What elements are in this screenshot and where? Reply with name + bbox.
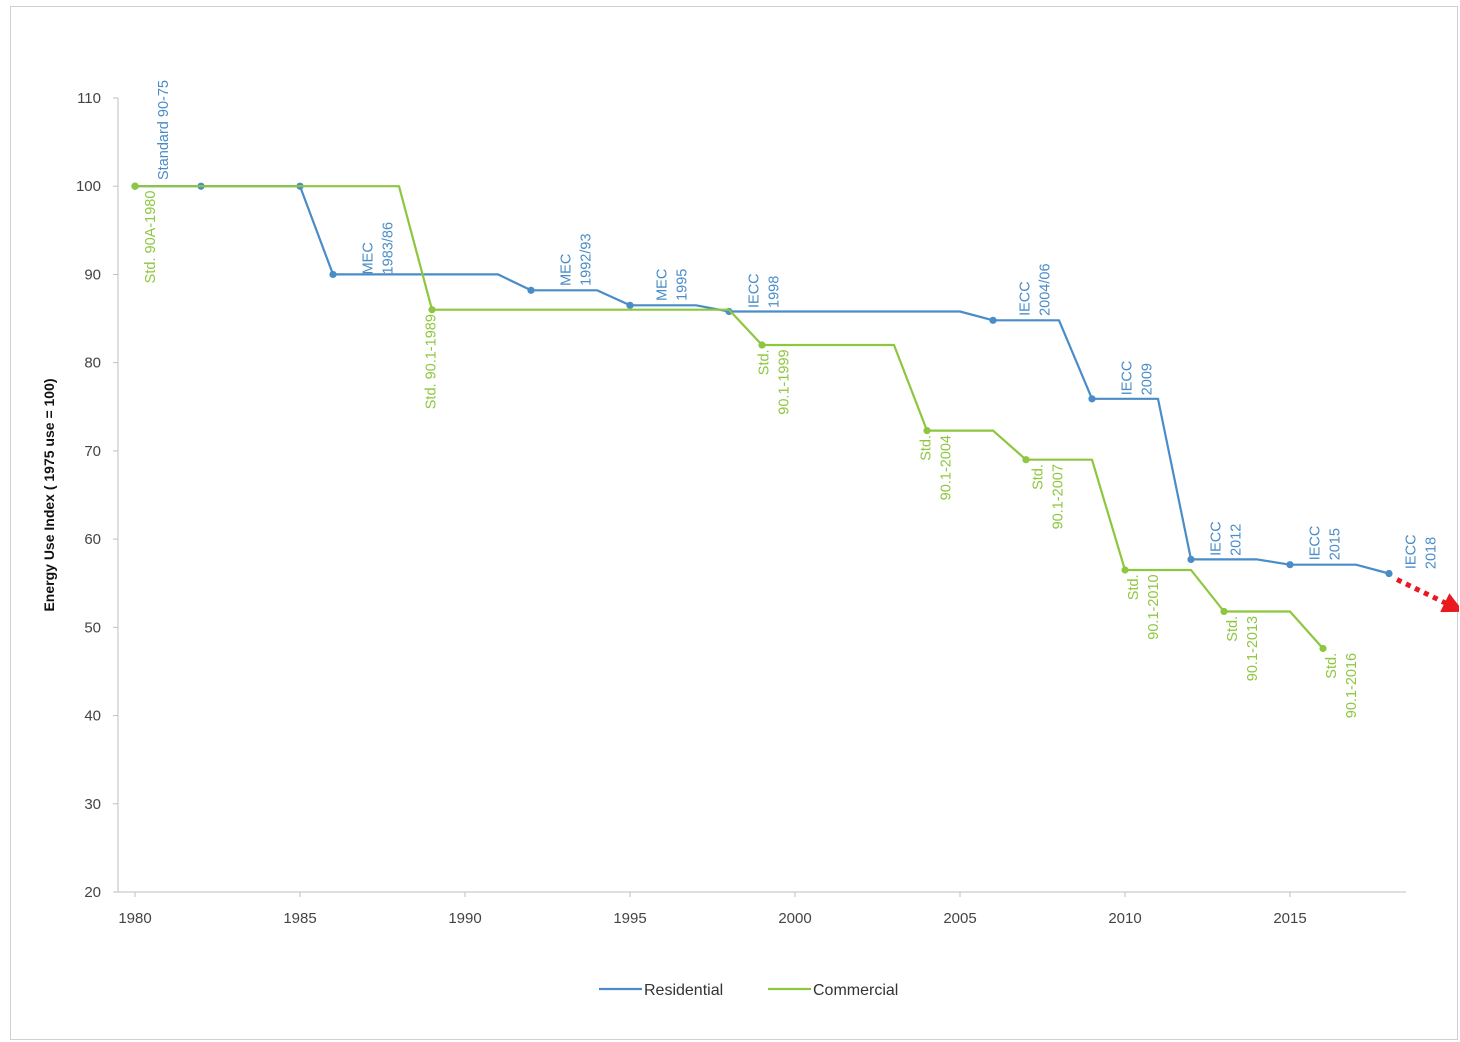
annotation-residential: IECC 2018 xyxy=(1403,534,1439,569)
y-tick-label: 100 xyxy=(76,178,101,195)
annotation-line: 90.1-2010 xyxy=(1146,574,1162,639)
series-point-commercial xyxy=(1022,456,1030,464)
series-point-commercial xyxy=(923,426,931,435)
legend-label-residential: Residential xyxy=(644,982,723,999)
x-tick-label: 1980 xyxy=(118,910,151,927)
legend-label-commercial: Commercial xyxy=(813,982,898,999)
y-axis-title: Energy Use Index ( 1975 use = 100) xyxy=(41,378,57,611)
annotation-line: 2012 xyxy=(1229,524,1245,556)
annotation-line: 2009 xyxy=(1140,363,1156,395)
x-tick-label: 2010 xyxy=(1108,910,1141,927)
series-point-commercial xyxy=(1121,566,1129,574)
y-tick-label: 20 xyxy=(84,884,101,901)
y-tick-label: 30 xyxy=(84,796,101,813)
series-line-residential xyxy=(135,185,1390,575)
annotation-line: 90.1-2004 xyxy=(938,435,954,500)
series-point-commercial xyxy=(1220,607,1228,616)
trend-arrow xyxy=(1395,577,1459,613)
annotation-line: MEC xyxy=(361,242,377,274)
annotation-residential: IECC 2009 xyxy=(1120,361,1156,396)
series-point-commercial xyxy=(758,341,766,349)
annotation-commercial: Std. 90.1-2016 xyxy=(1324,653,1360,718)
y-tick-label: 90 xyxy=(84,266,101,283)
annotation-line: Std. 90A-1980 xyxy=(143,191,159,284)
series-point-commercial xyxy=(1319,644,1327,653)
y-tick-label: 40 xyxy=(84,708,101,725)
series-point-residential xyxy=(1286,561,1294,569)
annotation-line: 1998 xyxy=(767,276,783,308)
annotation-line: Std. xyxy=(1031,464,1047,490)
annotation-line: 2015 xyxy=(1328,528,1344,560)
annotation-commercial: Std. 90.1-1999 xyxy=(757,349,793,414)
series-point-commercial xyxy=(131,182,139,190)
annotation-residential: MEC 1983/86 xyxy=(361,222,397,274)
series-point-commercial xyxy=(428,306,436,314)
series-line-commercial xyxy=(135,185,1324,650)
annotation-line: 1995 xyxy=(674,269,690,301)
annotation-commercial: Std. 90.1-2007 xyxy=(1031,464,1067,529)
annotation-line: IECC xyxy=(747,273,763,308)
annotation-residential: Standard 90-75 xyxy=(156,80,172,180)
annotation-commercial: Std. 90A-1980 xyxy=(143,191,159,284)
annotation-commercial: Std. 90.1-1989 xyxy=(423,314,439,409)
energy-use-chart: 20 30 40 50 60 70 80 90 100 110 1980 1985 1990 1995 20… xyxy=(41,80,1459,999)
annotation-line: 90.1-1999 xyxy=(777,349,793,414)
annotation-line: IECC xyxy=(1120,361,1136,396)
annotation-line: 1983/86 xyxy=(381,222,397,274)
annotation-line: Standard 90-75 xyxy=(156,80,172,180)
annotation-line: IECC xyxy=(1403,534,1419,569)
series-point-residential xyxy=(329,270,337,279)
y-tick-label: 110 xyxy=(77,90,101,107)
annotation-commercial: Std. 90.1-2004 xyxy=(918,435,954,500)
series-point-residential xyxy=(1385,569,1393,578)
series-point-residential xyxy=(1187,555,1195,564)
series-point-residential xyxy=(527,286,535,294)
annotation-residential: IECC 2012 xyxy=(1209,521,1245,556)
series-point-residential xyxy=(626,301,634,309)
annotation-line: IECC xyxy=(1017,281,1033,316)
annotation-line: Std. xyxy=(1126,574,1142,600)
annotation-line: Std. xyxy=(1324,653,1340,679)
annotation-line: 90.1-2013 xyxy=(1245,616,1261,681)
x-tick-label: 1985 xyxy=(283,910,316,927)
annotation-line: 2018 xyxy=(1423,537,1439,569)
y-tick-label: 80 xyxy=(84,355,101,372)
series-point-residential xyxy=(1088,395,1096,403)
x-tick-label: 1995 xyxy=(613,910,646,927)
annotation-line: MEC xyxy=(559,254,575,286)
annotation-line: IECC xyxy=(1209,521,1225,556)
annotation-residential: MEC 1992/93 xyxy=(559,233,595,285)
annotation-line: Std. 90.1-1989 xyxy=(423,314,439,409)
annotation-line: IECC xyxy=(1308,526,1324,561)
annotation-line: 2004/06 xyxy=(1037,263,1053,315)
chart-frame: 20 30 40 50 60 70 80 90 100 110 1980 1985 1990 1995 20… xyxy=(10,6,1459,1040)
annotation-line: MEC xyxy=(654,269,670,301)
x-tick-label: 1990 xyxy=(448,910,481,927)
annotation-residential: MEC 1995 xyxy=(654,269,690,301)
y-tick-label: 50 xyxy=(84,619,101,636)
annotation-residential: IECC 2015 xyxy=(1308,526,1344,561)
annotation-residential: IECC 1998 xyxy=(747,273,783,308)
series-point-residential xyxy=(989,316,997,324)
annotation-line: 1992/93 xyxy=(579,233,595,285)
annotation-residential: IECC 2004/06 xyxy=(1017,263,1053,315)
x-tick-label: 2000 xyxy=(778,910,811,927)
annotation-line: 90.1-2007 xyxy=(1051,464,1067,529)
annotation-line: Std. xyxy=(1225,616,1241,642)
annotation-commercial: Std. 90.1-2013 xyxy=(1225,616,1261,681)
x-tick-label: 2015 xyxy=(1273,910,1306,927)
y-tick-label: 70 xyxy=(84,443,101,460)
x-tick-label: 2005 xyxy=(943,910,976,927)
annotation-line: Std. xyxy=(757,349,773,375)
annotation-line: 90.1-2016 xyxy=(1344,653,1360,718)
y-tick-label: 60 xyxy=(84,531,101,548)
annotation-line: Std. xyxy=(918,435,934,461)
annotation-commercial: Std. 90.1-2010 xyxy=(1126,574,1162,639)
